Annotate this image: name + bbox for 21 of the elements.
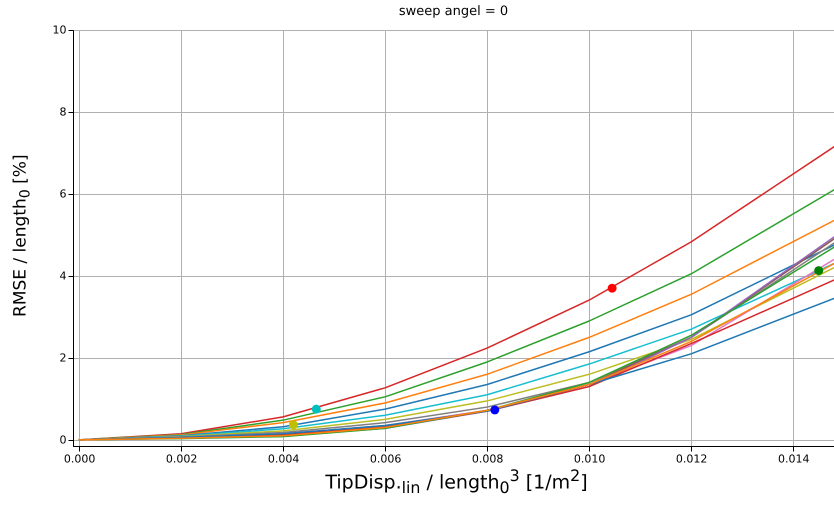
x-tick-label: 0.000 xyxy=(64,452,96,466)
x-tick-label: 0.002 xyxy=(166,452,198,466)
point xyxy=(490,405,500,414)
y-tick-label: 0 xyxy=(60,433,66,446)
y-tick-label: 2 xyxy=(60,351,66,364)
x-tick-label: 0.012 xyxy=(676,452,708,466)
x-tick-label: 0.006 xyxy=(370,452,402,466)
chart-title: sweep angel = 0 xyxy=(398,4,508,19)
point xyxy=(288,420,298,430)
point xyxy=(608,284,617,293)
x-tick-label: 0.014 xyxy=(778,452,810,466)
y-tick-label: 6 xyxy=(60,187,66,200)
y-tick-label: 8 xyxy=(60,105,66,118)
x-axis-title: TipDisp.$_{lin}$ / length$_{0}$$^{3}$ [1/m$^{2}$] xyxy=(324,466,589,498)
point xyxy=(312,404,321,414)
x-tick-label: 0.008 xyxy=(472,452,504,466)
x-tick-label: 0.004 xyxy=(268,452,300,466)
x-tick-label: 0.010 xyxy=(574,452,606,466)
point xyxy=(814,266,824,276)
y-tick-label: 10 xyxy=(52,24,66,36)
y-tick-label: 4 xyxy=(60,269,66,282)
